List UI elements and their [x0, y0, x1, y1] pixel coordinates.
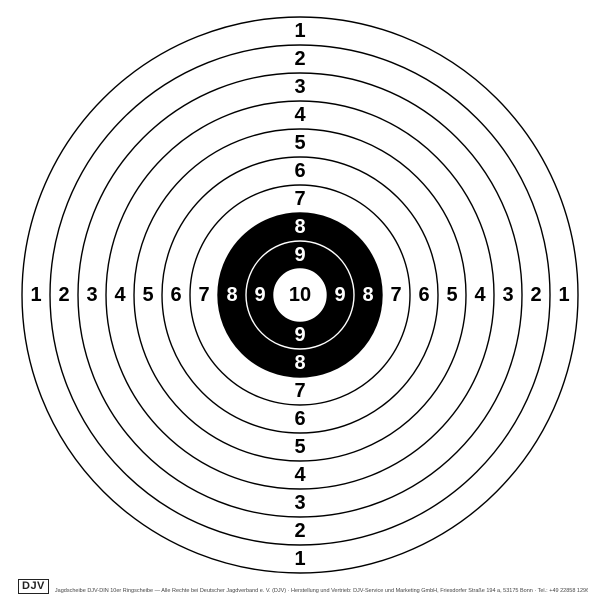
- ring-number: 4: [474, 284, 486, 306]
- ring-number: 5: [446, 284, 457, 306]
- ring-number: 2: [294, 48, 305, 70]
- ring-number: 3: [294, 76, 305, 98]
- ring-number: 2: [294, 520, 305, 542]
- ring-number: 8: [294, 216, 305, 238]
- ring-number: 5: [142, 284, 153, 306]
- ring-number: 8: [226, 284, 237, 306]
- target-rings-svg: 11112222333344445555666677778888999910: [0, 0, 600, 600]
- ring-number: 9: [294, 324, 305, 346]
- footer-fine-print: Jagdscheibe DJV-DIN 10er Ringscheibe — A…: [55, 588, 588, 594]
- ring-number: 5: [294, 436, 305, 458]
- shooting-target: { "target": { "type": "concentric-rings"…: [0, 0, 600, 600]
- ring-number: 7: [198, 284, 209, 306]
- ring-number: 1: [558, 284, 569, 306]
- ring-number: 8: [362, 284, 373, 306]
- ring-number: 9: [334, 284, 345, 306]
- ring-number: 6: [294, 160, 305, 182]
- footer: DJV Jagdscheibe DJV-DIN 10er Ringscheibe…: [18, 579, 588, 594]
- ring-number: 1: [294, 20, 305, 42]
- ring-number: 5: [294, 132, 305, 154]
- ring-number: 4: [114, 284, 126, 306]
- ring-number: 10: [289, 284, 311, 306]
- ring-number: 9: [294, 244, 305, 266]
- ring-number: 7: [294, 380, 305, 402]
- ring-number: 3: [86, 284, 97, 306]
- ring-number: 7: [294, 188, 305, 210]
- logo-djv: DJV: [18, 579, 49, 594]
- ring-number: 2: [530, 284, 541, 306]
- ring-number: 7: [390, 284, 401, 306]
- ring-number: 6: [418, 284, 429, 306]
- ring-number: 2: [58, 284, 69, 306]
- ring-number: 3: [502, 284, 513, 306]
- ring-number: 1: [30, 284, 41, 306]
- ring-number: 1: [294, 548, 305, 570]
- ring-number: 8: [294, 352, 305, 374]
- ring-number: 6: [170, 284, 181, 306]
- ring-number: 9: [254, 284, 265, 306]
- ring-number: 4: [294, 464, 306, 486]
- ring-number: 3: [294, 492, 305, 514]
- ring-number: 6: [294, 408, 305, 430]
- ring-number: 4: [294, 104, 306, 126]
